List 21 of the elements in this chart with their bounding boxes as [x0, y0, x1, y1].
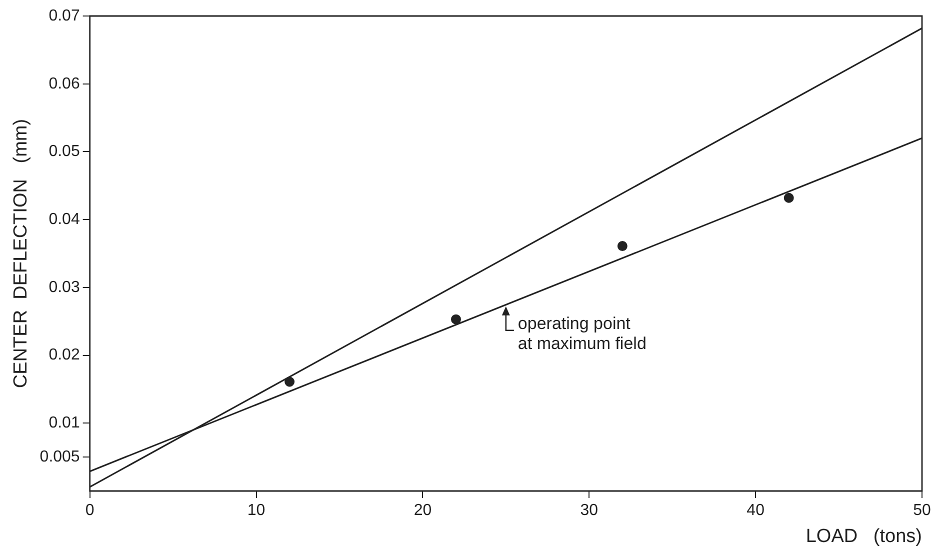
point	[784, 192, 794, 203]
x-tick-label: 10	[247, 502, 266, 520]
x-tick-label: 40	[746, 502, 765, 520]
y-axis-title: CENTER DEFLECTION (mm)	[10, 118, 32, 388]
y-tick-label: 0.06	[48, 75, 80, 92]
x-tick-label: 50	[913, 502, 931, 520]
y-tick-label: 0.04	[48, 210, 80, 228]
y-tick-label: 0.01	[48, 414, 80, 432]
y-tick-label: 0.07	[48, 7, 80, 24]
y-tick-label: 0.03	[48, 278, 80, 296]
x-tick-label: 0	[85, 502, 94, 520]
annotation: operating point at maximum field	[518, 314, 646, 354]
x-tick-label: 20	[414, 502, 432, 520]
y-tick-label: 0.02	[48, 346, 80, 364]
point	[617, 241, 628, 252]
x-axis-title: LOAD (tons)	[806, 526, 922, 547]
point	[450, 314, 461, 324]
y-tick-label: 0.05	[48, 143, 80, 160]
y-tick-label: 0.005	[40, 448, 80, 466]
x-tick-label: 30	[580, 502, 598, 520]
point	[284, 376, 295, 387]
